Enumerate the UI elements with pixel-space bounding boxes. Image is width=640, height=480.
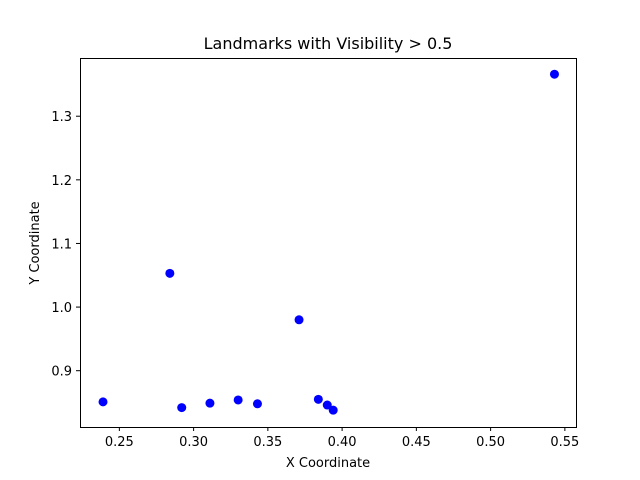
x-tick-label: 0.40: [328, 435, 357, 450]
data-point: [165, 268, 175, 278]
x-tick-label: 0.55: [550, 435, 579, 450]
y-tick-label: 1.2: [51, 174, 72, 189]
x-axis-label: X Coordinate: [286, 456, 370, 471]
x-tick-label: 0.35: [253, 435, 282, 450]
y-axis-label: Y Coordinate: [28, 201, 43, 285]
data-point: [98, 397, 108, 407]
x-tick-label: 0.50: [476, 435, 505, 450]
data-point: [252, 399, 262, 409]
data-point: [322, 400, 332, 410]
data-point: [328, 405, 338, 415]
chart-title: Landmarks with Visibility > 0.5: [204, 34, 453, 53]
data-point: [205, 398, 215, 408]
y-axis-ticks: 0.9 1.0 1.1 1.2 1.3: [51, 110, 80, 380]
x-tick-label: 0.30: [179, 435, 208, 450]
y-tick-label: 1.1: [51, 237, 72, 252]
scatter-points: [98, 69, 559, 415]
data-point: [177, 403, 187, 413]
data-point: [313, 394, 323, 404]
data-point: [294, 315, 304, 325]
x-tick-label: 0.45: [402, 435, 431, 450]
x-axis-ticks: 0.25 0.30 0.35 0.40 0.45 0.50 0.55: [105, 427, 579, 450]
data-point: [549, 69, 559, 79]
plot-frame: [80, 58, 577, 428]
data-point: [233, 395, 243, 405]
y-tick-label: 1.0: [51, 301, 72, 316]
y-tick-label: 0.9: [51, 365, 72, 380]
y-tick-label: 1.3: [51, 110, 72, 125]
x-tick-label: 0.25: [105, 435, 134, 450]
